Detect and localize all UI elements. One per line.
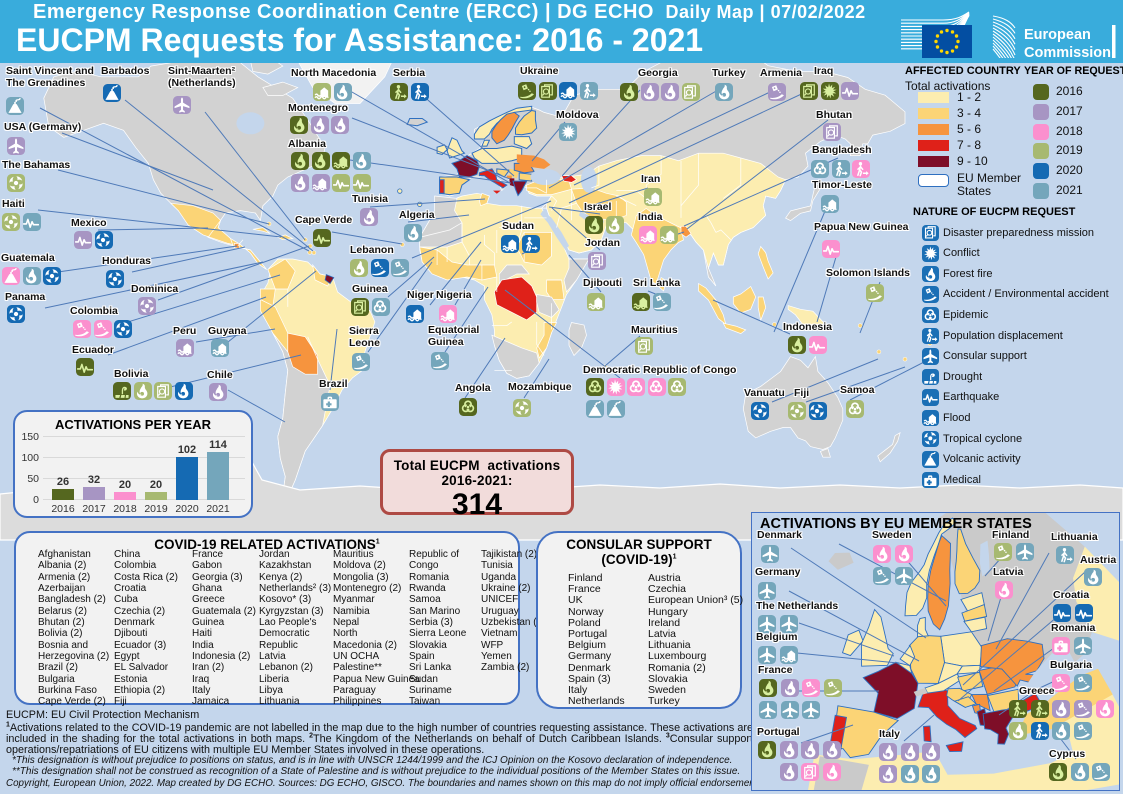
svg-text:European: European [1024, 27, 1091, 43]
svg-text:Commission: Commission [1024, 45, 1111, 58]
